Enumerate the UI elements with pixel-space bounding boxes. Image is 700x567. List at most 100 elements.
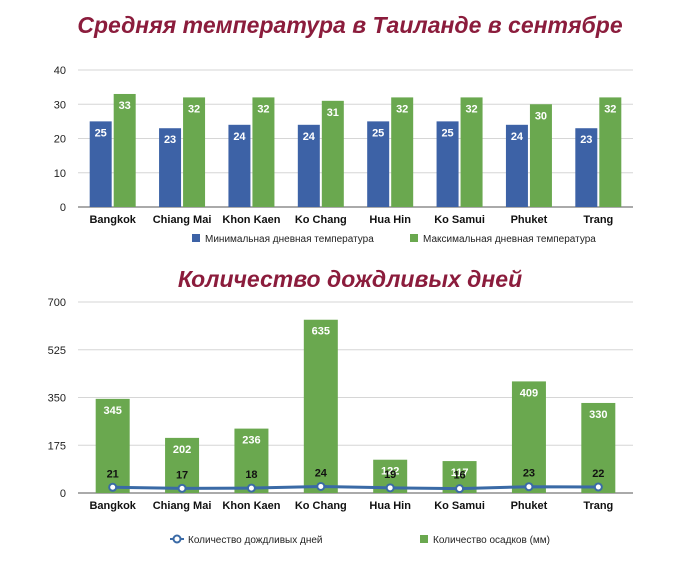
bar-value-label: 122 [381, 466, 399, 478]
rainy-days-label: 17 [176, 469, 188, 481]
bar [159, 128, 182, 207]
bar [391, 97, 414, 207]
legend-swatch-max [410, 234, 418, 242]
x-tick-label: Bangkok [89, 214, 136, 226]
y-tick-label: 525 [48, 345, 66, 357]
bar [89, 121, 112, 207]
rainy-days-point [316, 481, 326, 491]
bar-value-label: 31 [327, 107, 339, 119]
bar-value-label: 24 [233, 131, 246, 143]
bar [183, 97, 206, 207]
bar [303, 319, 338, 493]
bar-value-label: 635 [312, 326, 330, 338]
bar [575, 128, 598, 207]
x-tick-label: Bangkok [89, 500, 136, 512]
x-tick-label: Ko Chang [295, 214, 347, 226]
temperature-chart: 0 10 20 30 40 25 33 Bangkok 23 32 Chiang Mai 24 32 Kh… [54, 65, 633, 245]
bar-value-label: 32 [257, 103, 269, 115]
rainy-days-point [455, 484, 465, 494]
bar [581, 402, 616, 493]
bar-value-label: 25 [441, 127, 453, 139]
rainy-days-label: 21 [107, 468, 119, 480]
rainy-days-point [524, 482, 534, 492]
y-tick-label: 40 [54, 65, 66, 77]
x-tick-label: Khon Kaen [222, 500, 280, 512]
bar-value-label: 25 [95, 127, 107, 139]
bar-value-label: 30 [535, 110, 547, 122]
legend-swatch-min [192, 234, 200, 242]
bar-value-label: 24 [511, 131, 524, 143]
legend-label-max: Максимальная дневная температура [423, 234, 596, 245]
bar [505, 124, 528, 207]
rainy-days-label: 18 [245, 469, 257, 481]
bar [165, 437, 200, 493]
bar-value-label: 117 [451, 467, 469, 479]
bar [321, 100, 344, 207]
bar [367, 121, 390, 207]
bar [252, 97, 275, 207]
chart-title-temperature: Средняя температура в Таиланде в сентябр… [77, 12, 623, 38]
bar [460, 97, 483, 207]
x-tick-label: Chiang Mai [153, 500, 212, 512]
bar [113, 93, 136, 207]
bar [95, 398, 130, 493]
y-tick-label: 30 [54, 99, 66, 111]
legend-marker-rainy-days [172, 534, 182, 544]
legend-label-rainy-days: Количество дождливых дней [188, 535, 323, 546]
bar-value-label: 33 [119, 100, 131, 112]
x-tick-label: Ko Chang [295, 500, 347, 512]
bar [297, 124, 320, 207]
bar [529, 104, 552, 207]
x-tick-label: Ko Samui [434, 214, 485, 226]
bar [436, 121, 459, 207]
bar-value-label: 32 [465, 103, 477, 115]
bar-value-label: 23 [164, 134, 176, 146]
x-tick-label: Ko Samui [434, 500, 485, 512]
x-tick-label: Phuket [511, 500, 548, 512]
rainy-days-label: 16 [453, 470, 465, 482]
legend-label-min: Минимальная дневная температура [205, 234, 374, 245]
bar [511, 381, 546, 493]
y-tick-label: 0 [60, 202, 66, 214]
rainy-days-label: 23 [523, 468, 535, 480]
legend-swatch-rainfall [420, 535, 428, 543]
bar [234, 428, 269, 493]
rainy-days-label: 22 [592, 468, 604, 480]
rainy-days-point [593, 482, 603, 492]
bar-value-label: 25 [372, 127, 384, 139]
chart-title-rainy-days: Количество дождливых дней [177, 266, 523, 292]
rainy-days-line [112, 484, 599, 491]
bar-value-label: 24 [303, 131, 316, 143]
bar [599, 97, 622, 207]
x-tick-label: Hua Hin [369, 500, 411, 512]
y-tick-label: 700 [48, 297, 66, 309]
rainy-days-label: 24 [315, 467, 328, 479]
rainy-days-point [177, 483, 187, 493]
x-tick-label: Chiang Mai [153, 214, 212, 226]
bar-value-label: 32 [604, 103, 616, 115]
rainy-days-point [246, 483, 256, 493]
rainy-days-point [108, 482, 118, 492]
x-tick-label: Khon Kaen [222, 214, 280, 226]
rainy-days-point [385, 483, 395, 493]
y-tick-label: 20 [54, 134, 66, 146]
bar-value-label: 202 [173, 444, 191, 456]
x-tick-label: Trang [583, 500, 613, 512]
y-tick-label: 175 [48, 440, 66, 452]
bar-value-label: 409 [520, 387, 538, 399]
x-tick-label: Trang [583, 214, 613, 226]
bar-value-label: 236 [242, 435, 260, 447]
bar-value-label: 23 [580, 134, 592, 146]
rainy-days-label: 19 [384, 469, 396, 481]
y-tick-label: 10 [54, 168, 66, 180]
bar-value-label: 330 [589, 409, 607, 421]
bar-value-label: 345 [104, 405, 122, 417]
x-tick-label: Phuket [511, 214, 548, 226]
x-tick-label: Hua Hin [369, 214, 411, 226]
bar [228, 124, 251, 207]
bar-value-label: 32 [396, 103, 408, 115]
legend-label-rainfall: Количество осадков (мм) [433, 535, 550, 546]
y-tick-label: 0 [60, 488, 66, 500]
bar-value-label: 32 [188, 103, 200, 115]
